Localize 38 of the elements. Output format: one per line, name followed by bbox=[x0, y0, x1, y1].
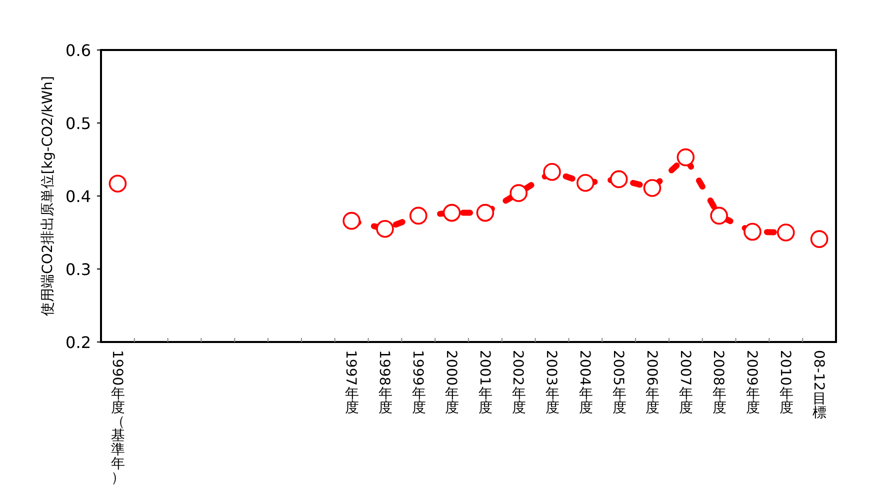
point bbox=[744, 222, 762, 241]
x-tick-label: 2001年度 bbox=[476, 350, 493, 416]
x-tick-label: 2000年度 bbox=[442, 350, 460, 416]
x-tick-label: 2009年度 bbox=[744, 350, 760, 416]
point bbox=[676, 148, 695, 166]
x-tick-label: 2005年度 bbox=[610, 350, 626, 416]
point bbox=[643, 179, 662, 197]
x-tick-label: 2007年度 bbox=[676, 350, 694, 416]
y-tick-label: 0.5 bbox=[66, 114, 91, 133]
point bbox=[576, 174, 594, 192]
point bbox=[409, 206, 428, 225]
y-axis-title: 使用端CO2排出原単位[kg-CO2/kWh] bbox=[40, 76, 56, 316]
point bbox=[810, 230, 828, 248]
point bbox=[342, 212, 360, 230]
x-tick-label: 2008年度 bbox=[710, 350, 726, 416]
y-tick-label: 0.3 bbox=[66, 260, 91, 279]
x-tick-label: 1990年度（基準年） bbox=[108, 350, 126, 486]
x-tick-label: 1997年度 bbox=[342, 350, 359, 416]
x-tick-label: 08-12目標 bbox=[810, 350, 827, 422]
y-tick-label: 0.4 bbox=[66, 187, 91, 206]
point bbox=[710, 206, 728, 225]
point bbox=[510, 184, 528, 202]
x-tick-label: 2002年度 bbox=[510, 350, 526, 416]
x-tick-label: 2004年度 bbox=[576, 350, 593, 416]
x-tick-label: 1999年度 bbox=[409, 350, 426, 416]
x-tick-label: 2010年度 bbox=[776, 350, 794, 416]
point bbox=[776, 224, 795, 242]
point bbox=[610, 170, 628, 188]
y-tick-label: 0.2 bbox=[66, 333, 91, 352]
point bbox=[108, 174, 127, 192]
x-tick-label: 1998年度 bbox=[376, 350, 392, 416]
point bbox=[376, 220, 394, 238]
point bbox=[543, 163, 561, 181]
x-tick-label: 2006年度 bbox=[643, 350, 660, 416]
x-tick-label: 2003年度 bbox=[543, 350, 560, 416]
y-tick-label: 0.6 bbox=[66, 41, 91, 60]
point bbox=[476, 204, 494, 222]
point bbox=[442, 204, 461, 222]
